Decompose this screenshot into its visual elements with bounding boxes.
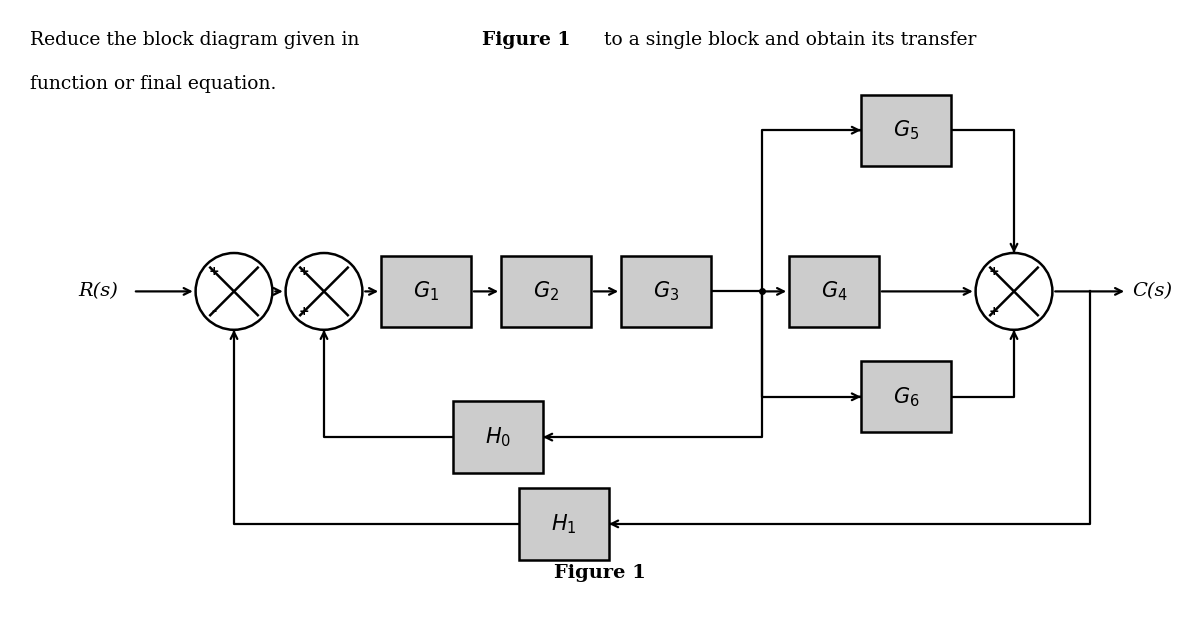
Text: +: +: [299, 265, 310, 278]
FancyBboxPatch shape: [454, 402, 542, 472]
Text: -: -: [211, 305, 216, 318]
Text: $\mathit{G}_{5}$: $\mathit{G}_{5}$: [893, 118, 919, 142]
Circle shape: [286, 253, 362, 330]
Text: $\mathit{G}_{2}$: $\mathit{G}_{2}$: [533, 280, 559, 303]
FancyBboxPatch shape: [862, 361, 952, 433]
Text: $\mathit{G}_{1}$: $\mathit{G}_{1}$: [413, 280, 439, 303]
Text: +: +: [299, 305, 310, 318]
Text: to a single block and obtain its transfer: to a single block and obtain its transfe…: [598, 31, 977, 50]
Text: Figure 1: Figure 1: [554, 564, 646, 583]
Text: Figure 1: Figure 1: [482, 31, 570, 50]
Text: +: +: [989, 265, 1000, 278]
Text: $\mathit{H}_{0}$: $\mathit{H}_{0}$: [485, 425, 511, 449]
FancyBboxPatch shape: [790, 255, 878, 327]
Circle shape: [976, 253, 1052, 330]
Text: C(s): C(s): [1132, 282, 1172, 301]
Text: $\mathit{G}_{4}$: $\mathit{G}_{4}$: [821, 280, 847, 303]
FancyBboxPatch shape: [622, 255, 710, 327]
FancyBboxPatch shape: [520, 489, 610, 559]
Circle shape: [196, 253, 272, 330]
FancyBboxPatch shape: [862, 94, 952, 166]
Text: $\mathit{H}_{1}$: $\mathit{H}_{1}$: [551, 512, 577, 536]
FancyBboxPatch shape: [380, 255, 470, 327]
Text: function or final equation.: function or final equation.: [30, 74, 276, 93]
Text: Reduce the block diagram given in: Reduce the block diagram given in: [30, 31, 365, 50]
Text: +: +: [209, 265, 220, 278]
Text: $\mathit{G}_{3}$: $\mathit{G}_{3}$: [653, 280, 679, 303]
FancyBboxPatch shape: [502, 255, 592, 327]
Text: $\mathit{G}_{6}$: $\mathit{G}_{6}$: [893, 385, 919, 409]
Text: +: +: [989, 305, 1000, 318]
Text: R(s): R(s): [78, 282, 118, 301]
